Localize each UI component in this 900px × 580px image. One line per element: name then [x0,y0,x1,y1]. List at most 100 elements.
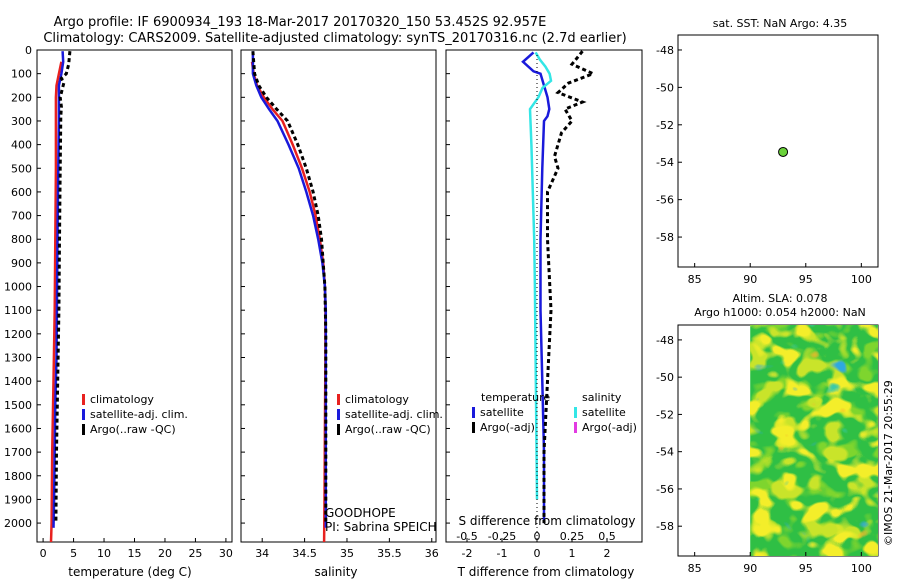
y-tick-label: 800 [11,233,32,246]
x-tick-label: 100 [851,273,872,286]
x-tick-label: 1 [569,547,576,560]
legend-label: Argo(-adj) [582,421,637,434]
x-tick-label: 2 [604,547,611,560]
y-tick-label: -52 [656,119,674,132]
difference-plot: -2 -1 0 1 2 -0.5 -0.25 0 0.25 0.5 temperature salin… [446,49,637,560]
legend-label: Argo(..raw -QC) [345,423,431,436]
series-argo-raw-qc- [54,51,72,524]
y-tick-label: -56 [656,194,674,207]
x2-tick-label: 0.5 [598,530,616,543]
series-climatology [250,61,327,543]
x-tick-label: 30 [219,547,233,560]
legend-swatch [337,409,340,420]
figure-title-line1: Argo profile: IF 6900934_193 18-Mar-2017… [54,15,547,30]
y-tick-label: 0 [25,44,32,57]
x-tick-label: 5 [70,547,77,560]
y-tick-label: -54 [656,446,674,459]
legend-swatch [337,424,340,435]
y-tick-label: 2000 [4,517,32,530]
salinity-annotation-project: GOODHOPE [325,506,396,520]
y-tick-label: -56 [656,483,674,496]
x-tick-label: 10 [97,547,111,560]
temperature-xlabel: temperature (deg C) [68,565,191,579]
salinity-xlabel: salinity [314,565,357,579]
altimetry-map-title2: Argo h1000: 0.054 h2000: NaN [694,306,866,319]
y-tick-label: 1800 [4,470,32,483]
legend-swatch [574,407,577,418]
difference-panel [445,49,643,543]
y-tick-label: 100 [11,68,32,81]
x-tick-label: 0 [534,547,541,560]
legend-header: salinity [582,391,622,404]
x-tick-label: 85 [688,273,702,286]
salinity-plot: 34 34.5 35 35.5 36 climatology satellite-adj. … [241,49,443,560]
series-t-argo-adj- [542,50,597,524]
x-tick-label: 85 [688,562,702,575]
y-tick-label: 600 [11,186,32,199]
y-tick-label: 1600 [4,422,32,435]
y-tick-label: 1500 [4,399,32,412]
series-t-satellite [521,51,551,524]
salinity-panel [240,49,437,543]
y-tick-label: 1200 [4,328,32,341]
altimetry-heatmap [750,325,878,556]
salinity-annotation-pi: PI: Sabrina SPEICH [325,520,437,534]
series-s-satellite [528,51,553,500]
x-tick-label: 35 [340,547,354,560]
series-climatology [49,61,63,543]
x-tick-label: 34 [255,547,269,560]
legend-swatch [472,422,475,433]
x2-tick-label: 0 [534,530,541,543]
y-tick-label: 200 [11,91,32,104]
legend-swatch [82,409,85,420]
temperature-panel [36,49,233,543]
x-tick-label: 95 [799,562,813,575]
imos-credit: ©IMOS 21-Mar-2017 20:55:29 [882,380,895,546]
legend-label: Argo(..raw -QC) [90,423,176,436]
location-plot: 85 90 95 100 -48 -50 -52 -54 -56 -58 [656,44,872,286]
y-tick-label: -48 [656,44,674,57]
x-tick-label: 15 [128,547,142,560]
y-tick-label: -50 [656,371,674,384]
x-tick-label: 25 [188,547,202,560]
difference-xlabel: T difference from climatology [457,565,635,579]
altimetry-plot: 85 90 95 100 -48 -50 -52 -54 -56 -58 [656,334,872,575]
legend-label: satellite-adj. clim. [90,408,188,421]
y-tick-label: 1000 [4,281,32,294]
legend-label: Argo(-adj) [480,421,535,434]
legend-swatch [82,424,85,435]
x-tick-label: -2 [462,547,473,560]
x-tick-label: 95 [799,273,813,286]
legend-label: satellite [582,406,626,419]
y-tick-label: 1700 [4,446,32,459]
x-tick-label: 34.5 [292,547,317,560]
y-tick-label: 300 [11,115,32,128]
x-tick-label: 90 [743,273,757,286]
figure-title-line2: Climatology: CARS2009. Satellite-adjuste… [43,31,626,46]
x2-tick-label: 0.25 [560,530,585,543]
legend-label: satellite [480,406,524,419]
temperature-plot: 0 5 10 15 20 25 300100200300400500600700800900… [4,44,233,560]
difference-x2label: S difference from climatology [459,514,636,528]
legend-label: satellite-adj. clim. [345,408,443,421]
legend-swatch [574,422,577,433]
legend-swatch [337,394,340,405]
legend-label: climatology [90,393,154,406]
altimetry-map-title1: Altim. SLA: 0.078 [732,292,827,305]
y-tick-label: -52 [656,408,674,421]
y-tick-label: 1900 [4,493,32,506]
legend-swatch [82,394,85,405]
y-tick-label: 1100 [4,304,32,317]
heatmap-layer [750,325,878,556]
legend-label: climatology [345,393,409,406]
series-satellite-adj-clim- [52,51,65,528]
x-tick-label: 36 [425,547,439,560]
y-tick-label: 500 [11,162,32,175]
x-tick-label: -1 [497,547,508,560]
series-argo-raw-qc- [251,51,328,524]
y-tick-label: 400 [11,139,32,152]
y-tick-label: 1400 [4,375,32,388]
y-tick-label: -58 [656,520,674,533]
x2-tick-label: -0.5 [456,530,477,543]
